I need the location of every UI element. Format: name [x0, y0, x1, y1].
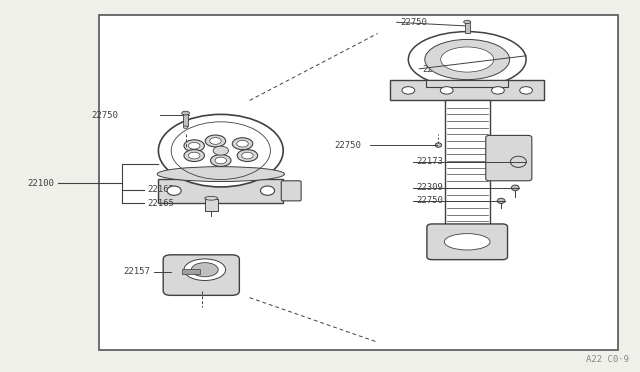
- Ellipse shape: [408, 32, 526, 87]
- Ellipse shape: [158, 114, 283, 187]
- Text: 22173: 22173: [416, 157, 443, 166]
- Bar: [182, 269, 200, 274]
- Ellipse shape: [402, 87, 415, 94]
- Text: 22309: 22309: [416, 183, 443, 192]
- Ellipse shape: [444, 234, 490, 250]
- Ellipse shape: [205, 135, 226, 147]
- Ellipse shape: [511, 185, 519, 190]
- Bar: [465, 22, 470, 33]
- Ellipse shape: [183, 126, 188, 129]
- Ellipse shape: [188, 142, 200, 149]
- Ellipse shape: [492, 87, 504, 94]
- Ellipse shape: [184, 259, 226, 280]
- Ellipse shape: [157, 167, 284, 182]
- Ellipse shape: [440, 87, 453, 94]
- Ellipse shape: [210, 138, 221, 144]
- Bar: [158, 179, 283, 203]
- Ellipse shape: [497, 198, 505, 203]
- Ellipse shape: [242, 152, 253, 159]
- Ellipse shape: [237, 150, 258, 161]
- Ellipse shape: [188, 152, 200, 159]
- Ellipse shape: [191, 263, 218, 277]
- Text: 22750: 22750: [416, 196, 443, 205]
- Bar: [205, 199, 218, 211]
- FancyBboxPatch shape: [163, 255, 239, 295]
- Ellipse shape: [425, 39, 509, 80]
- FancyBboxPatch shape: [427, 224, 508, 260]
- Ellipse shape: [441, 47, 493, 72]
- Ellipse shape: [182, 111, 189, 115]
- Text: 22750: 22750: [400, 18, 427, 27]
- Bar: [390, 80, 544, 100]
- Ellipse shape: [232, 138, 253, 150]
- Text: 22157: 22157: [124, 267, 150, 276]
- Text: A22 C0·9: A22 C0·9: [586, 355, 629, 364]
- Text: 22750: 22750: [335, 141, 362, 150]
- Ellipse shape: [463, 20, 471, 23]
- Ellipse shape: [184, 140, 204, 152]
- FancyBboxPatch shape: [282, 181, 301, 201]
- Text: 22750: 22750: [92, 111, 118, 120]
- Ellipse shape: [211, 154, 231, 166]
- Ellipse shape: [184, 150, 204, 161]
- Ellipse shape: [520, 87, 532, 94]
- Ellipse shape: [205, 196, 218, 200]
- Text: 22165: 22165: [147, 199, 174, 208]
- Bar: [445, 100, 490, 227]
- Text: 22100: 22100: [28, 179, 54, 188]
- FancyBboxPatch shape: [486, 135, 532, 181]
- Ellipse shape: [237, 140, 248, 147]
- Ellipse shape: [260, 186, 275, 195]
- Ellipse shape: [213, 146, 228, 155]
- Ellipse shape: [167, 186, 181, 195]
- Ellipse shape: [215, 157, 227, 164]
- Ellipse shape: [435, 143, 442, 147]
- Ellipse shape: [511, 156, 527, 167]
- Text: 22162: 22162: [147, 185, 174, 194]
- Bar: [426, 80, 508, 87]
- Text: 22130: 22130: [422, 65, 449, 74]
- Bar: [99, 15, 618, 350]
- Bar: [183, 114, 188, 126]
